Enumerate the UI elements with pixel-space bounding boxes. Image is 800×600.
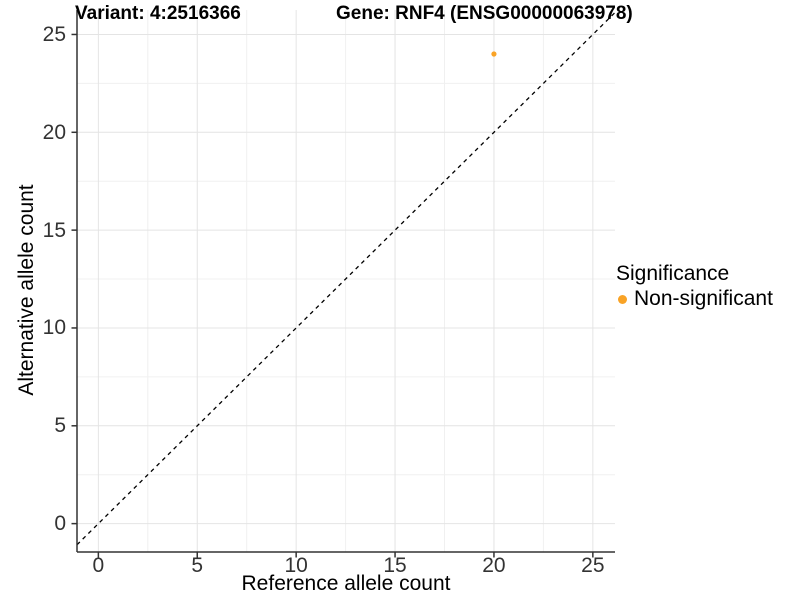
legend: Significance Non-significant [616,263,773,311]
data-point [491,51,497,57]
legend-title: Significance [616,262,730,285]
y-tick-label: 20 [42,120,66,144]
identity-dashed-line [76,12,616,546]
y-tick-label: 25 [42,22,66,46]
x-tick-label: 20 [482,554,506,577]
plot-title-variant: Variant: 4:2516366 [75,3,241,24]
x-tick-label: 15 [383,554,407,577]
plot-title-gene: Gene: RNF4 (ENSG00000063978) [336,3,633,24]
x-tick-label: 10 [284,554,308,577]
x-tick-label: 25 [581,554,605,577]
y-axis-title: Alternative allele count [15,184,38,396]
x-tick-label: 0 [92,554,105,577]
y-tick-label: 10 [42,316,66,340]
y-tick-label: 5 [54,414,66,438]
legend-item-non-significant: Non-significant [616,287,773,311]
legend-item-label: Non-significant [634,287,773,310]
y-tick-label: 15 [42,218,66,242]
y-tick-label: 0 [54,512,66,536]
legend-point-swatch [618,294,627,304]
x-axis-title: Reference allele count [241,572,451,595]
x-tick-label: 5 [191,554,204,577]
